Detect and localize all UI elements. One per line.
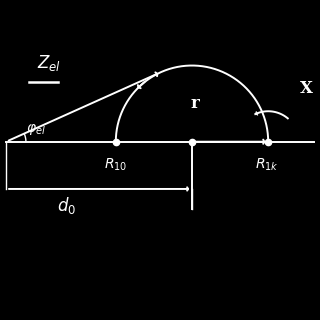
Text: $Z_{el}$: $Z_{el}$ [36, 53, 61, 73]
Text: $\varphi_{el}$: $\varphi_{el}$ [26, 122, 46, 137]
Text: r: r [191, 95, 199, 112]
Text: $d_0$: $d_0$ [58, 195, 76, 216]
Text: X: X [300, 80, 313, 97]
Text: $R_{10}$: $R_{10}$ [104, 157, 127, 173]
Text: $R_{1k}$: $R_{1k}$ [255, 157, 279, 173]
